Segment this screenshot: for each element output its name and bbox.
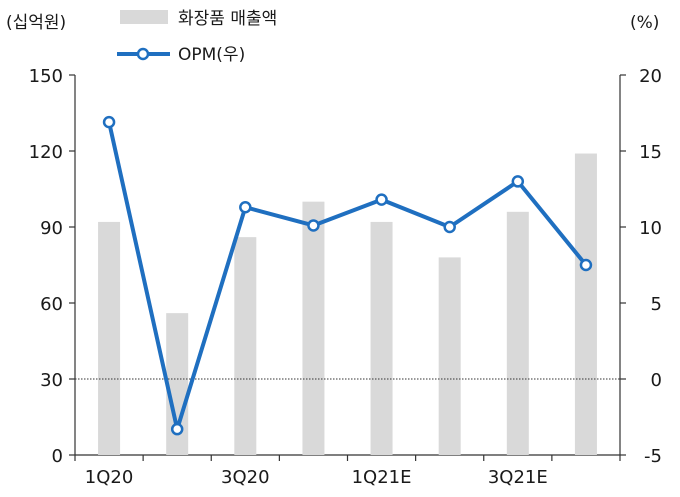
- tick-labels: 0 30 60 90 120 150 -5 0 5 10 15 20 1Q20 3Q20 1Q21E 3Q21…: [29, 66, 662, 488]
- opm-line: [107, 121, 588, 432]
- right-tick-label: 20: [639, 66, 662, 87]
- left-tick-label: 120: [29, 142, 63, 163]
- bar-4Q21E: [574, 153, 597, 456]
- opm-point-2Q20: [170, 422, 184, 436]
- legend-bar-label: 화장품 매출액: [178, 9, 277, 29]
- bar-1Q21E: [370, 221, 393, 455]
- opm-point-1Q21E: [375, 193, 388, 206]
- opm-point-3Q20: [239, 200, 252, 214]
- bar-series: [98, 153, 597, 456]
- left-tick-label: 90: [40, 218, 63, 239]
- opm-point-1Q20: [102, 115, 116, 129]
- bar-3Q20: [234, 237, 257, 455]
- axes: [69, 74, 626, 461]
- bar-2Q21E: [438, 257, 461, 455]
- left-tick-label: 30: [40, 370, 63, 391]
- legend-bar-swatch: [120, 10, 168, 24]
- right-tick-label: 0: [651, 370, 662, 391]
- bar-1Q20: [98, 221, 121, 455]
- x-tick-label: 3Q20: [221, 467, 270, 488]
- bar-4Q20: [302, 201, 325, 455]
- right-tick-label: 10: [639, 218, 662, 239]
- x-tick-label: 1Q20: [85, 467, 134, 488]
- left-tick-label: 60: [40, 294, 63, 315]
- opm-point-3Q21E: [511, 175, 525, 188]
- right-tick-label: -5: [644, 446, 662, 467]
- x-tick-label: 3Q21E: [488, 467, 548, 488]
- left-tick-label: 0: [52, 446, 63, 467]
- bar-3Q21E: [506, 211, 529, 455]
- right-axis-label: (%): [630, 13, 659, 33]
- legend-line-marker: [136, 47, 150, 61]
- right-tick-label: 5: [651, 294, 662, 315]
- legend: 화장품 매출액 OPM(우): [117, 9, 277, 65]
- x-tick-label: 1Q21E: [352, 467, 412, 488]
- opm-point-4Q21E: [579, 258, 593, 272]
- line-series: [102, 115, 593, 436]
- opm-point-2Q21E: [443, 220, 456, 234]
- right-tick-label: 15: [639, 142, 662, 163]
- left-tick-label: 150: [29, 66, 63, 87]
- bar-2Q20: [166, 313, 189, 455]
- left-axis-label: (십억원): [6, 13, 66, 33]
- legend-line-label: OPM(우): [178, 45, 245, 65]
- opm-point-4Q20: [307, 219, 320, 232]
